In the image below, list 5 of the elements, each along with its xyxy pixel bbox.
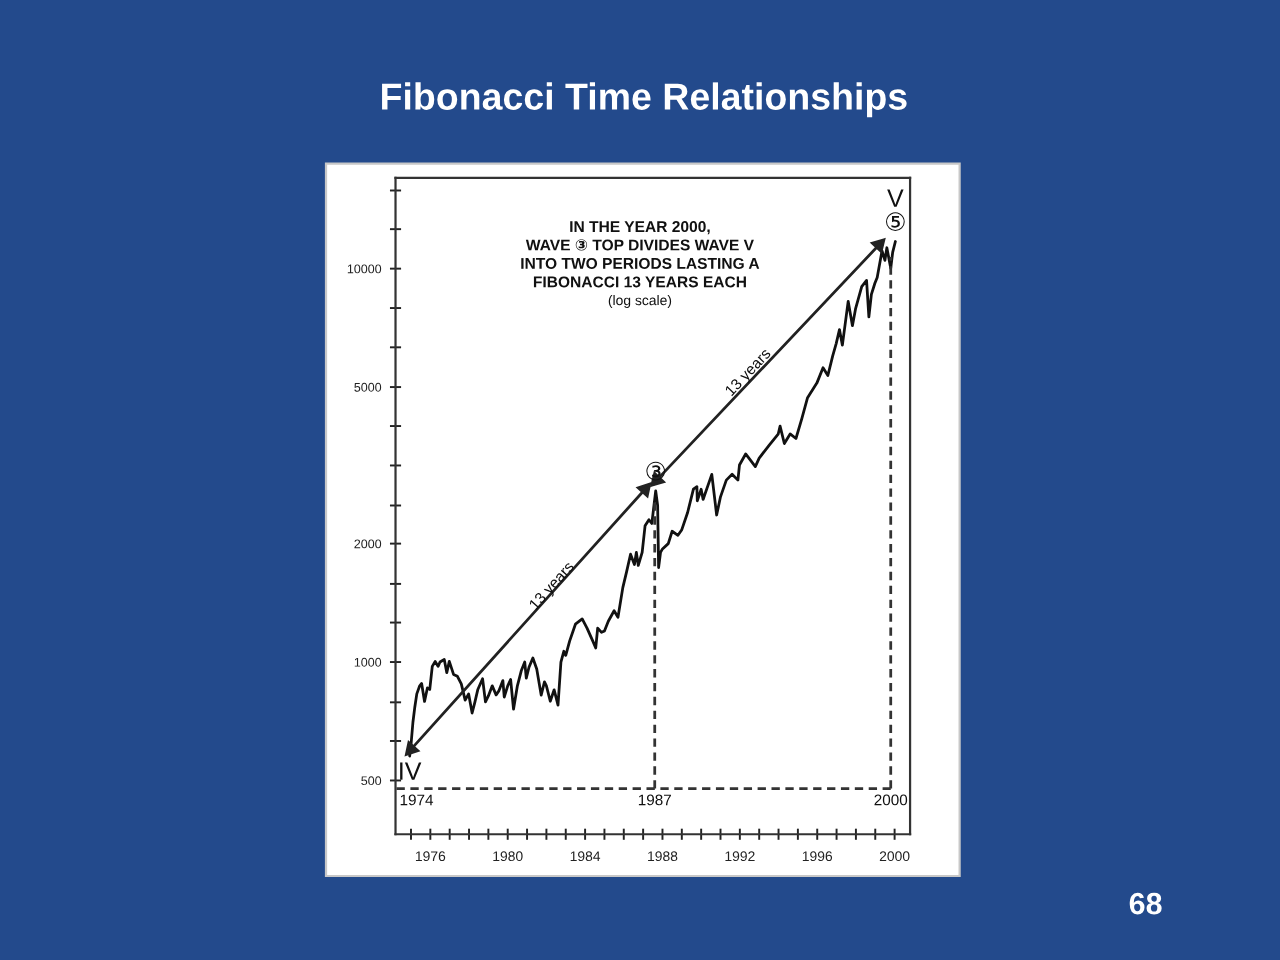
annotation: V <box>887 189 904 207</box>
chart-title: Fibonacci Time Relationships <box>382 82 907 118</box>
annotation: ⑤ <box>886 212 905 231</box>
annotation: IV <box>400 762 422 780</box>
text: 68 <box>1129 892 1162 915</box>
